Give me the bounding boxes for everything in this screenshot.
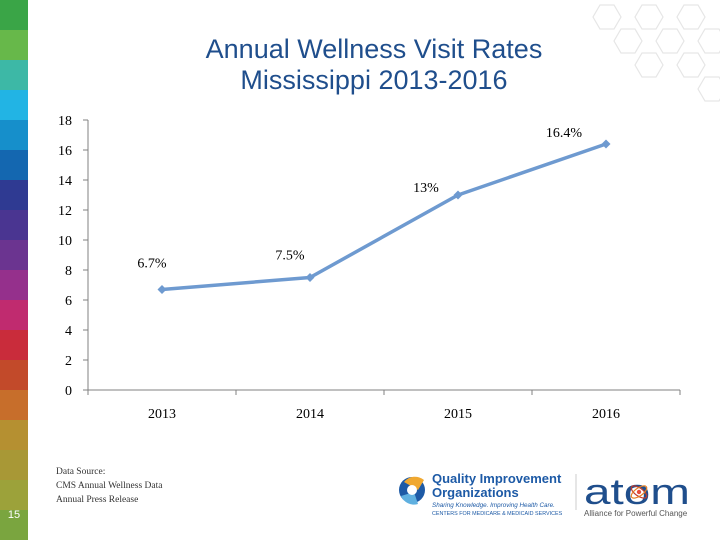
data-point	[305, 273, 315, 282]
slide-number: 15	[7, 509, 21, 521]
source-line-2: CMS Annual Wellness Data	[56, 481, 163, 491]
color-strip-block	[0, 450, 28, 480]
data-label: 7.5%	[275, 249, 305, 264]
title-line-2: Mississippi 2013-2016	[240, 65, 508, 95]
x-tick-label: 2015	[444, 407, 472, 422]
data-point	[601, 139, 611, 149]
hexagon-decoration	[592, 4, 720, 102]
color-strip-block	[0, 210, 28, 240]
color-strip-block	[0, 150, 28, 180]
qio-line-2: Organizations	[432, 485, 519, 500]
y-tick-label: 10	[58, 234, 72, 249]
qio-subtitle: CENTERS FOR MEDICARE & MEDICAID SERVICES	[432, 511, 563, 517]
y-tick-label: 2	[65, 354, 72, 369]
color-strip-block	[0, 120, 28, 150]
source-line-3: Annual Press Release	[56, 495, 139, 505]
y-tick-label: 6	[65, 294, 72, 309]
atom-logo: atom Alliance for Powerful Change	[575, 471, 690, 518]
color-strip-block	[0, 390, 28, 420]
y-tick-label: 16	[58, 144, 72, 159]
color-strip-block	[0, 510, 28, 540]
color-strip-block	[0, 300, 28, 330]
color-strip-block	[0, 60, 28, 90]
color-strip	[0, 0, 28, 540]
data-label: 6.7%	[137, 257, 167, 272]
color-strip-block	[0, 0, 28, 30]
y-tick-label: 0	[65, 384, 72, 399]
data-point	[157, 285, 167, 294]
color-strip-block	[0, 270, 28, 300]
x-tick-label: 2013	[148, 407, 176, 422]
color-strip-block	[0, 360, 28, 390]
data-label: 16.4%	[546, 126, 583, 141]
series-line	[161, 142, 607, 292]
color-strip-block	[0, 90, 28, 120]
atom-tagline: Alliance for Powerful Change	[584, 509, 688, 518]
color-strip-block	[0, 30, 28, 60]
x-tick-label: 2016	[592, 407, 620, 422]
y-tick-label: 8	[65, 264, 72, 279]
x-tick-label: 2014	[296, 407, 324, 422]
data-point	[453, 190, 463, 200]
source-line-1: Data Source:	[56, 467, 106, 477]
qio-line-1: Quality Improvement	[432, 471, 562, 486]
color-strip-block	[0, 480, 28, 510]
color-strip-block	[0, 240, 28, 270]
y-tick-label: 12	[58, 204, 72, 219]
y-tick-label: 4	[65, 324, 72, 339]
title-line-1: Annual Wellness Visit Rates	[205, 34, 543, 64]
data-source: Data Source: CMS Annual Wellness Data An…	[56, 465, 162, 507]
atom-orbit-icon	[630, 485, 648, 499]
y-tick-label: 18	[58, 114, 72, 129]
qio-tagline: Sharing Knowledge. Improving Health Care…	[432, 502, 555, 509]
data-label: 13%	[413, 181, 439, 196]
y-tick-label: 14	[58, 174, 72, 189]
color-strip-block	[0, 180, 28, 210]
qio-logo: Quality Improvement Organizations Sharin…	[399, 471, 563, 517]
color-strip-block	[0, 330, 28, 360]
color-strip-block	[0, 420, 28, 450]
slide-title: Annual Wellness Visit Rates Mississippi …	[28, 34, 720, 96]
